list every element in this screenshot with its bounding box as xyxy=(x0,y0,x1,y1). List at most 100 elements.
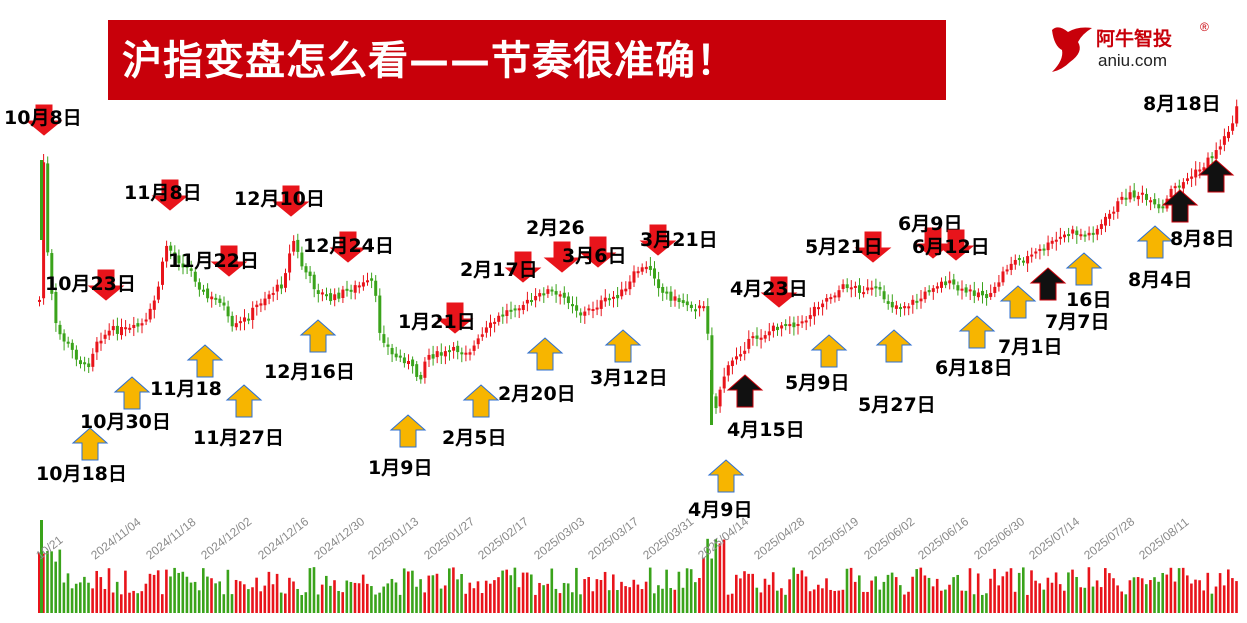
candle xyxy=(452,346,456,351)
candle xyxy=(747,338,751,349)
candle xyxy=(677,298,681,303)
candle xyxy=(771,325,775,332)
candle xyxy=(132,324,136,328)
annotation-arrow-icon xyxy=(25,104,63,136)
candle xyxy=(1194,169,1198,178)
candle xyxy=(796,323,800,326)
annotation-arrow-icon xyxy=(436,302,474,334)
candle xyxy=(206,288,210,299)
volume-bar xyxy=(899,585,902,613)
candle xyxy=(726,365,730,376)
volume-bar xyxy=(193,581,197,613)
volume-bar xyxy=(464,593,467,613)
volume-bar xyxy=(1046,577,1050,613)
candle xyxy=(1169,188,1173,198)
candle xyxy=(218,298,222,303)
volume-bar xyxy=(509,575,513,613)
volume-bar xyxy=(374,594,377,613)
volume-bar xyxy=(968,568,972,613)
candle xyxy=(710,335,714,395)
candle xyxy=(698,305,702,309)
volume-bar xyxy=(1186,575,1189,613)
candle xyxy=(940,281,943,288)
candle xyxy=(575,305,579,311)
volume-bar xyxy=(1116,585,1119,613)
candle xyxy=(1050,240,1054,244)
candle xyxy=(1058,236,1062,239)
candle xyxy=(808,315,812,319)
volume-bar xyxy=(1218,573,1222,613)
volume-bar xyxy=(308,568,312,613)
candle xyxy=(1157,204,1161,209)
candle xyxy=(136,323,140,327)
candle xyxy=(1132,190,1136,198)
candle xyxy=(968,289,972,292)
volume-bar xyxy=(95,570,98,613)
candle xyxy=(718,389,722,407)
candle xyxy=(165,245,169,262)
volume-bar xyxy=(718,543,722,613)
volume-bar xyxy=(542,585,545,613)
candle xyxy=(74,349,78,360)
volume-bar xyxy=(468,582,472,613)
candle xyxy=(607,298,611,301)
volume-bar xyxy=(923,575,927,613)
volume-bar xyxy=(915,569,918,613)
candle xyxy=(1063,234,1066,238)
volume-bar xyxy=(874,576,877,613)
volume-bar xyxy=(349,581,353,613)
volume-bar xyxy=(197,590,201,613)
annotation-label: 4月23日 xyxy=(730,278,808,300)
candle xyxy=(95,341,99,353)
candle xyxy=(952,279,956,285)
volume-bar xyxy=(661,588,664,613)
volume-bar xyxy=(534,594,537,613)
volume-bar xyxy=(1083,587,1087,613)
candle xyxy=(54,292,58,324)
volume-bar xyxy=(1190,583,1193,613)
annotation-label: 12月24日 xyxy=(303,235,394,257)
volume-bar xyxy=(1149,580,1152,613)
volume-bar xyxy=(993,568,996,613)
annotation-arrow-icon xyxy=(272,185,310,217)
candle xyxy=(210,296,214,300)
candle xyxy=(735,356,738,360)
volume-bar xyxy=(821,588,824,613)
candle xyxy=(124,327,128,330)
candle xyxy=(767,331,771,336)
volume-bar xyxy=(989,578,992,613)
volume-bar xyxy=(484,580,488,613)
volume-bar xyxy=(521,572,525,613)
volume-bar xyxy=(640,589,644,613)
annotation-arrow-icon xyxy=(526,337,564,371)
candle xyxy=(243,317,246,322)
volume-bar xyxy=(1071,569,1074,613)
candle xyxy=(673,296,677,301)
candle xyxy=(435,351,439,358)
volume-bar xyxy=(853,581,857,613)
annotation-label: 11月22日 xyxy=(168,250,259,272)
annotation-arrow-icon xyxy=(579,236,617,268)
candle xyxy=(919,298,923,302)
volume-bar xyxy=(1227,569,1230,613)
annotation-label: 3月12日 xyxy=(590,367,668,389)
x-tick-label: 2025/06/16 xyxy=(915,514,971,562)
candle xyxy=(845,284,849,289)
logo-name: 阿牛智投 xyxy=(1096,28,1173,50)
candle xyxy=(714,396,718,409)
candle xyxy=(571,304,574,307)
volume-bar xyxy=(165,569,168,613)
volume-bar xyxy=(940,590,943,613)
candle xyxy=(1202,167,1206,171)
volume-bar xyxy=(1222,585,1226,613)
volume-bar xyxy=(189,582,193,613)
volume-bar xyxy=(38,552,41,613)
volume-bar xyxy=(616,590,619,613)
volume-bar xyxy=(169,576,172,613)
volume-bar xyxy=(1042,589,1046,613)
candle xyxy=(390,347,394,355)
candle xyxy=(345,288,349,291)
volume-bar xyxy=(1063,590,1066,613)
candle xyxy=(759,337,763,340)
candle xyxy=(263,298,267,306)
